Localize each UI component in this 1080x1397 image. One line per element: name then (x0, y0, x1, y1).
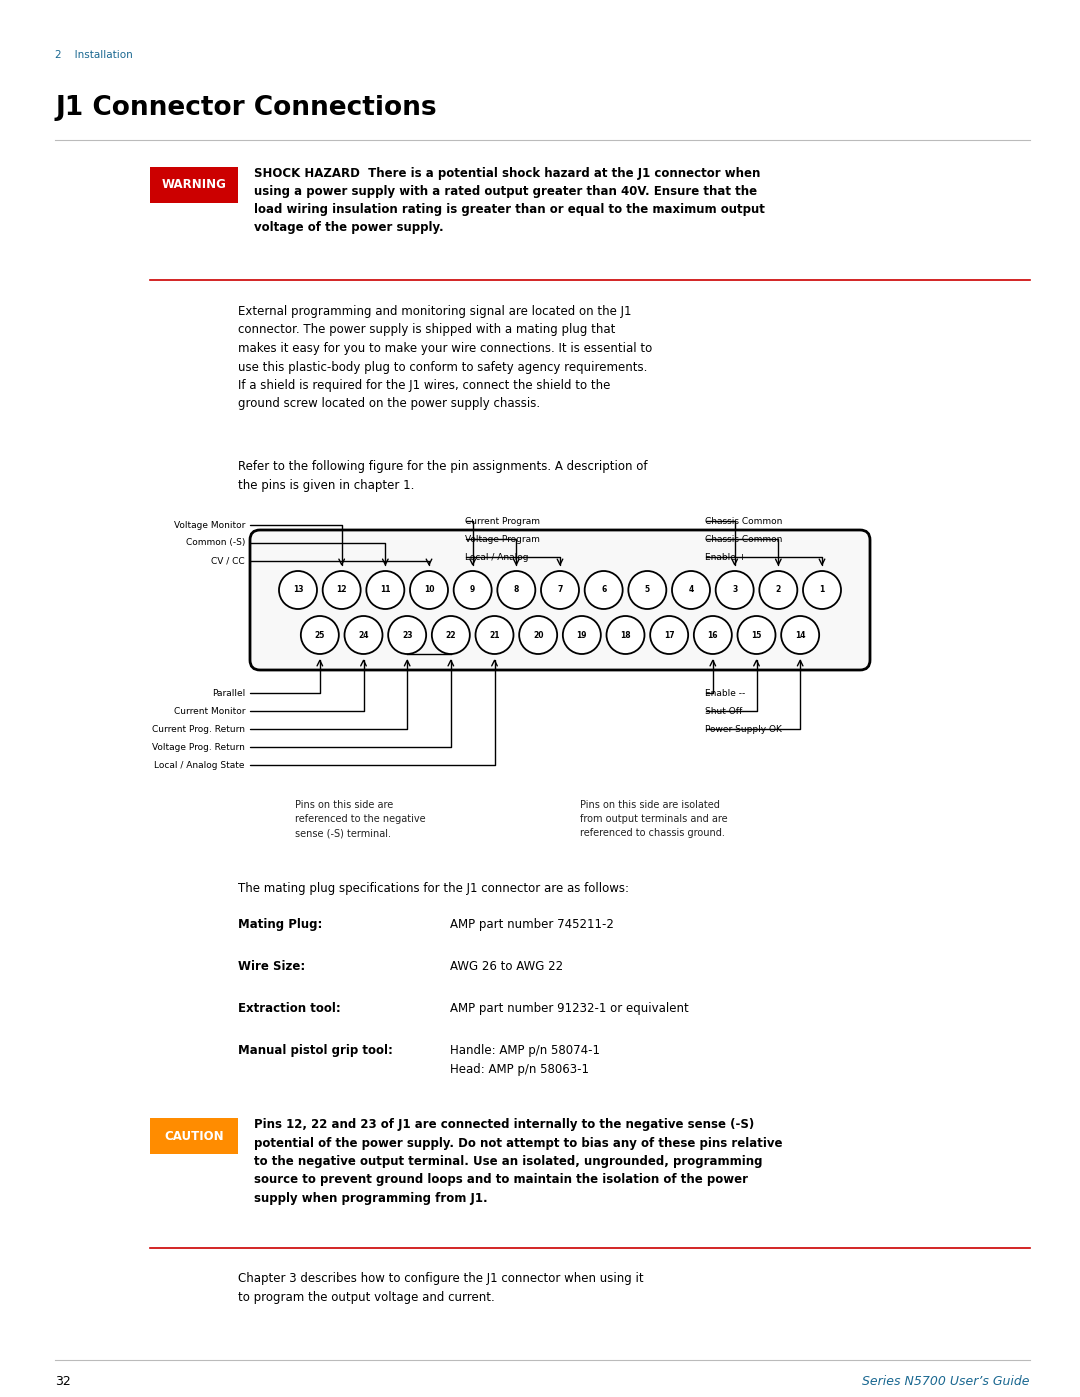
Text: AMP part number 745211-2: AMP part number 745211-2 (450, 918, 613, 930)
Circle shape (804, 571, 841, 609)
Text: Enable +: Enable + (705, 552, 746, 562)
Text: WARNING: WARNING (162, 179, 227, 191)
Text: 24: 24 (359, 630, 368, 640)
Text: 4: 4 (688, 585, 693, 595)
Text: Shut Off: Shut Off (705, 707, 742, 715)
Text: J1 Connector Connections: J1 Connector Connections (55, 95, 436, 122)
Bar (150, 168, 238, 203)
Text: Chapter 3 describes how to configure the J1 connector when using it
to program t: Chapter 3 describes how to configure the… (238, 1273, 644, 1303)
Text: Pins on this side are
referenced to the negative
sense (-S) terminal.: Pins on this side are referenced to the … (295, 800, 426, 838)
Circle shape (388, 616, 427, 654)
Text: CAUTION: CAUTION (164, 1130, 224, 1143)
Circle shape (629, 571, 666, 609)
Text: Mating Plug:: Mating Plug: (238, 918, 322, 930)
Text: Handle: AMP p/n 58074-1
Head: AMP p/n 58063-1: Handle: AMP p/n 58074-1 Head: AMP p/n 58… (450, 1044, 600, 1076)
Text: 8: 8 (514, 585, 519, 595)
Text: Power Supply OK: Power Supply OK (705, 725, 782, 733)
Text: Pins on this side are isolated
from output terminals and are
referenced to chass: Pins on this side are isolated from outp… (580, 800, 728, 838)
Text: 22: 22 (446, 630, 456, 640)
Circle shape (781, 616, 819, 654)
Circle shape (519, 616, 557, 654)
Circle shape (693, 616, 732, 654)
Circle shape (759, 571, 797, 609)
Text: 11: 11 (380, 585, 391, 595)
Circle shape (345, 616, 382, 654)
Text: AWG 26 to AWG 22: AWG 26 to AWG 22 (450, 960, 563, 972)
Text: 12: 12 (336, 585, 347, 595)
Text: 9: 9 (470, 585, 475, 595)
Text: 17: 17 (664, 630, 675, 640)
Text: 13: 13 (293, 585, 303, 595)
Circle shape (279, 571, 318, 609)
Circle shape (497, 571, 536, 609)
Bar (150, 1118, 238, 1154)
Text: SHOCK HAZARD  There is a potential shock hazard at the J1 connector when
using a: SHOCK HAZARD There is a potential shock … (254, 168, 765, 235)
Circle shape (584, 571, 623, 609)
Circle shape (454, 571, 491, 609)
Text: 7: 7 (557, 585, 563, 595)
Text: 21: 21 (489, 630, 500, 640)
Text: 14: 14 (795, 630, 806, 640)
Text: 6: 6 (602, 585, 606, 595)
Text: Series N5700 User’s Guide: Series N5700 User’s Guide (863, 1375, 1030, 1389)
Text: 18: 18 (620, 630, 631, 640)
Circle shape (672, 571, 710, 609)
Text: 23: 23 (402, 630, 413, 640)
Text: Local / Analog State: Local / Analog State (154, 760, 245, 770)
Text: Pins 12, 22 and 23 of J1 are connected internally to the negative sense (-S)
pot: Pins 12, 22 and 23 of J1 are connected i… (254, 1118, 783, 1206)
Text: Common (-S): Common (-S) (186, 538, 245, 548)
Circle shape (410, 571, 448, 609)
Text: Local / Analog: Local / Analog (465, 552, 528, 562)
Circle shape (650, 616, 688, 654)
Circle shape (607, 616, 645, 654)
Text: Manual pistol grip tool:: Manual pistol grip tool: (238, 1044, 393, 1058)
Circle shape (475, 616, 513, 654)
Text: Current Monitor: Current Monitor (174, 707, 245, 715)
Text: 20: 20 (532, 630, 543, 640)
Text: Wire Size:: Wire Size: (238, 960, 306, 972)
Text: Voltage Program: Voltage Program (465, 535, 540, 543)
Text: Chassis Common: Chassis Common (705, 535, 782, 543)
Text: 32: 32 (55, 1375, 71, 1389)
FancyBboxPatch shape (249, 529, 870, 671)
Text: 2: 2 (775, 585, 781, 595)
Circle shape (563, 616, 600, 654)
Text: Enable --: Enable -- (705, 689, 745, 697)
Text: Refer to the following figure for the pin assignments. A description of
the pins: Refer to the following figure for the pi… (238, 460, 648, 492)
Text: 10: 10 (423, 585, 434, 595)
Text: 16: 16 (707, 630, 718, 640)
Text: Current Program: Current Program (465, 517, 540, 525)
Text: 15: 15 (752, 630, 761, 640)
Circle shape (366, 571, 404, 609)
Circle shape (738, 616, 775, 654)
Text: 5: 5 (645, 585, 650, 595)
Text: 2    Installation: 2 Installation (55, 50, 133, 60)
Text: Voltage Prog. Return: Voltage Prog. Return (152, 742, 245, 752)
Text: AMP part number 91232-1 or equivalent: AMP part number 91232-1 or equivalent (450, 1002, 689, 1016)
Circle shape (541, 571, 579, 609)
Circle shape (716, 571, 754, 609)
Text: 3: 3 (732, 585, 738, 595)
Circle shape (301, 616, 339, 654)
Text: Voltage Monitor: Voltage Monitor (174, 521, 245, 529)
Text: 19: 19 (577, 630, 588, 640)
Text: The mating plug specifications for the J1 connector are as follows:: The mating plug specifications for the J… (238, 882, 629, 895)
Circle shape (323, 571, 361, 609)
Text: Extraction tool:: Extraction tool: (238, 1002, 341, 1016)
Text: 1: 1 (820, 585, 825, 595)
Text: CV / CC: CV / CC (212, 556, 245, 566)
Text: Current Prog. Return: Current Prog. Return (152, 725, 245, 733)
Text: External programming and monitoring signal are located on the J1
connector. The : External programming and monitoring sign… (238, 305, 652, 411)
Text: Parallel: Parallel (212, 689, 245, 697)
Circle shape (432, 616, 470, 654)
Text: 25: 25 (314, 630, 325, 640)
Text: Chassis Common: Chassis Common (705, 517, 782, 525)
